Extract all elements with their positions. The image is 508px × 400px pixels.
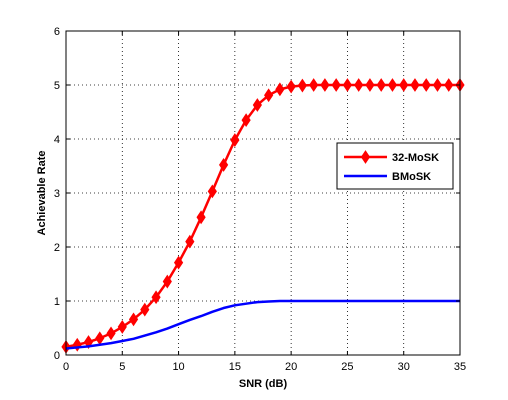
data-point-32-mosk xyxy=(275,82,285,97)
data-point-32-mosk xyxy=(354,78,364,92)
data-point-32-mosk xyxy=(286,79,296,94)
y-tick-label: 3 xyxy=(54,188,60,200)
y-tick-label: 2 xyxy=(54,242,60,254)
data-point-32-mosk xyxy=(151,290,161,305)
x-tick-label: 25 xyxy=(341,361,353,373)
data-point-32-mosk xyxy=(432,78,443,92)
data-point-32-mosk xyxy=(376,78,386,92)
y-tick-label: 6 xyxy=(54,26,60,38)
data-point-32-mosk xyxy=(128,312,139,327)
data-point-32-mosk xyxy=(196,210,206,225)
y-tick-label: 0 xyxy=(54,350,60,362)
data-point-32-mosk xyxy=(444,78,454,92)
data-point-32-mosk xyxy=(106,326,116,341)
data-point-32-mosk xyxy=(140,302,150,317)
data-point-32-mosk xyxy=(309,78,319,92)
data-point-32-mosk xyxy=(162,274,172,289)
data-point-32-mosk xyxy=(230,133,240,147)
data-point-32-mosk xyxy=(207,184,217,199)
data-point-32-mosk xyxy=(399,78,409,92)
data-point-32-mosk xyxy=(387,78,398,92)
x-tick-label: 15 xyxy=(229,361,241,373)
data-point-32-mosk xyxy=(241,113,251,128)
x-tick-label: 10 xyxy=(172,361,184,373)
series-layer xyxy=(61,78,465,354)
x-tick-label: 20 xyxy=(285,361,297,373)
x-tick-label: 35 xyxy=(454,361,466,373)
data-point-32-mosk xyxy=(264,88,274,103)
x-axis-title: SNR (dB) xyxy=(239,378,288,390)
data-point-32-mosk xyxy=(320,78,330,92)
ticks: 0 5 10 15 20 25 30 35 0 1 2 3 4 5 6 xyxy=(54,26,466,373)
legend-box xyxy=(336,142,454,190)
data-point-32-mosk xyxy=(173,255,184,270)
x-tick-label: 0 xyxy=(63,361,69,373)
data-point-32-mosk xyxy=(342,78,353,92)
y-tick-label: 4 xyxy=(54,134,60,146)
data-point-32-mosk xyxy=(185,234,195,249)
data-point-32-mosk xyxy=(331,78,341,92)
data-point-32-mosk xyxy=(421,78,431,92)
legend-label-32-mosk: 32-MoSK xyxy=(392,152,439,164)
y-axis-title: Achievable Rate xyxy=(36,151,48,236)
data-point-32-mosk xyxy=(297,78,308,93)
x-tick-label: 5 xyxy=(119,361,125,373)
data-point-32-mosk xyxy=(410,78,420,92)
data-point-32-mosk xyxy=(252,98,262,112)
legend-marker-32-mosk xyxy=(360,150,371,164)
x-tick-label: 30 xyxy=(398,361,410,373)
y-tick-label: 5 xyxy=(54,80,60,92)
legend: 32-MoSK BMoSK xyxy=(336,142,454,190)
data-point-32-mosk xyxy=(117,320,127,334)
data-point-32-mosk xyxy=(365,78,375,92)
data-point-32-mosk xyxy=(218,158,229,172)
legend-label-bmosk: BMoSK xyxy=(392,171,431,183)
y-tick-label: 1 xyxy=(54,296,60,308)
series-line-bmosk xyxy=(65,299,460,350)
